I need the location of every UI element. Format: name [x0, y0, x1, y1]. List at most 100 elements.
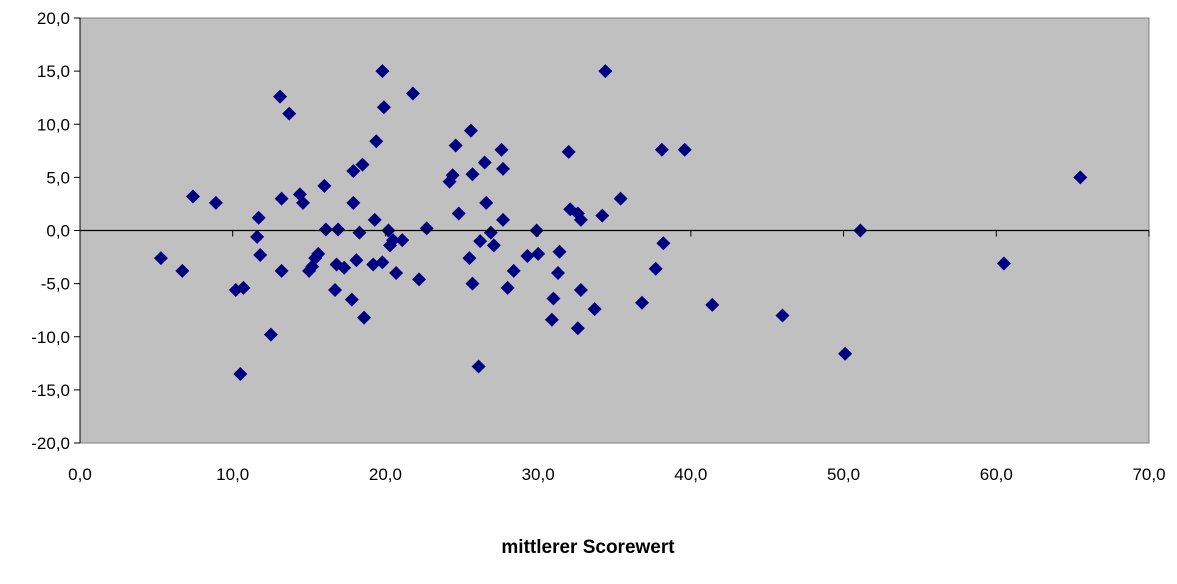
data-point	[595, 208, 610, 223]
data-point	[550, 266, 565, 280]
data-point	[613, 191, 628, 206]
x-tick-label: 0,0	[68, 465, 92, 484]
data-point	[552, 244, 567, 259]
data-point	[395, 233, 410, 248]
data-point	[465, 167, 480, 182]
x-axis-ticks: 0,0 10,0 20,0 30,0 40,0 50,0 60,0 70,0	[68, 230, 1166, 484]
data-point	[448, 138, 463, 153]
data-point	[598, 64, 613, 79]
data-point	[477, 155, 492, 170]
data-point	[175, 263, 190, 278]
data-point	[253, 247, 268, 262]
data-point	[186, 189, 201, 204]
data-point	[250, 229, 265, 244]
data-point	[486, 238, 501, 253]
data-point	[573, 283, 588, 297]
data-point	[282, 106, 297, 121]
data-point	[473, 234, 488, 249]
data-point	[677, 142, 692, 157]
y-tick-label: -10,0	[31, 328, 70, 347]
data-point	[263, 327, 278, 342]
data-point	[236, 280, 251, 295]
data-point	[654, 142, 669, 157]
data-point	[573, 212, 588, 227]
data-point	[352, 225, 367, 240]
data-point	[349, 253, 364, 268]
data-point	[317, 178, 332, 193]
y-tick-label: 10,0	[37, 115, 70, 134]
data-point	[496, 161, 511, 176]
data-point	[344, 292, 359, 307]
data-point	[451, 206, 466, 221]
data-point	[500, 280, 515, 295]
x-tick-label: 50,0	[827, 465, 860, 484]
data-point	[587, 302, 602, 317]
data-point	[375, 255, 390, 270]
data-point	[483, 225, 498, 240]
data-point	[274, 191, 289, 206]
y-tick-label: -20,0	[31, 434, 70, 453]
data-point	[375, 64, 390, 79]
data-point	[838, 346, 853, 361]
data-point	[233, 366, 248, 381]
data-point	[369, 134, 384, 149]
data-point	[445, 168, 460, 183]
data-point	[705, 297, 720, 312]
data-point	[506, 263, 521, 278]
data-point	[656, 236, 671, 251]
x-tick-label: 30,0	[522, 465, 555, 484]
y-tick-label: 0,0	[46, 222, 70, 241]
data-point	[311, 246, 326, 261]
data-point	[570, 321, 585, 336]
y-tick-label: 20,0	[37, 9, 70, 28]
data-point	[471, 359, 486, 374]
x-axis-label: mittlerer Scorewert	[501, 537, 675, 558]
data-point	[251, 210, 266, 225]
data-point	[318, 222, 333, 237]
data-point	[546, 291, 561, 306]
data-point	[648, 261, 663, 276]
data-point	[337, 260, 352, 275]
data-point	[389, 266, 404, 280]
data-point	[496, 212, 511, 227]
y-tick-label: 15,0	[37, 62, 70, 81]
data-point	[412, 272, 427, 287]
data-point	[366, 257, 381, 272]
data-point	[634, 295, 649, 310]
y-tick-label: -5,0	[41, 275, 70, 294]
data-point	[996, 256, 1011, 271]
data-point	[355, 157, 370, 172]
data-point	[367, 212, 382, 227]
data-point	[479, 195, 494, 210]
data-point	[405, 86, 420, 101]
data-point	[465, 276, 480, 291]
data-point	[274, 263, 289, 278]
data-point	[462, 251, 477, 266]
y-tick-label: 5,0	[46, 168, 70, 187]
data-point	[520, 249, 535, 263]
data-point	[544, 312, 559, 327]
data-point	[494, 142, 509, 157]
data-point	[208, 195, 223, 210]
x-tick-label: 10,0	[216, 465, 249, 484]
y-tick-label: -15,0	[31, 381, 70, 400]
x-tick-label: 40,0	[674, 465, 707, 484]
data-point	[1073, 170, 1088, 185]
data-point	[386, 233, 401, 248]
data-point	[273, 89, 288, 104]
data-point	[328, 283, 343, 297]
data-point	[357, 310, 372, 325]
data-point	[331, 222, 346, 237]
x-tick-label: 20,0	[369, 465, 402, 484]
data-point	[419, 221, 434, 236]
data-point	[295, 195, 310, 210]
data-point	[531, 246, 546, 261]
y-axis-ticks: 20,0 15,0 10,0 5,0 0,0 -5,0 -10,0 -15,0 -20,0	[31, 9, 80, 453]
data-point	[153, 251, 168, 266]
data-points	[153, 64, 1088, 381]
data-point	[561, 144, 576, 159]
data-point	[346, 164, 361, 178]
data-point	[775, 308, 790, 323]
data-point	[346, 195, 361, 210]
